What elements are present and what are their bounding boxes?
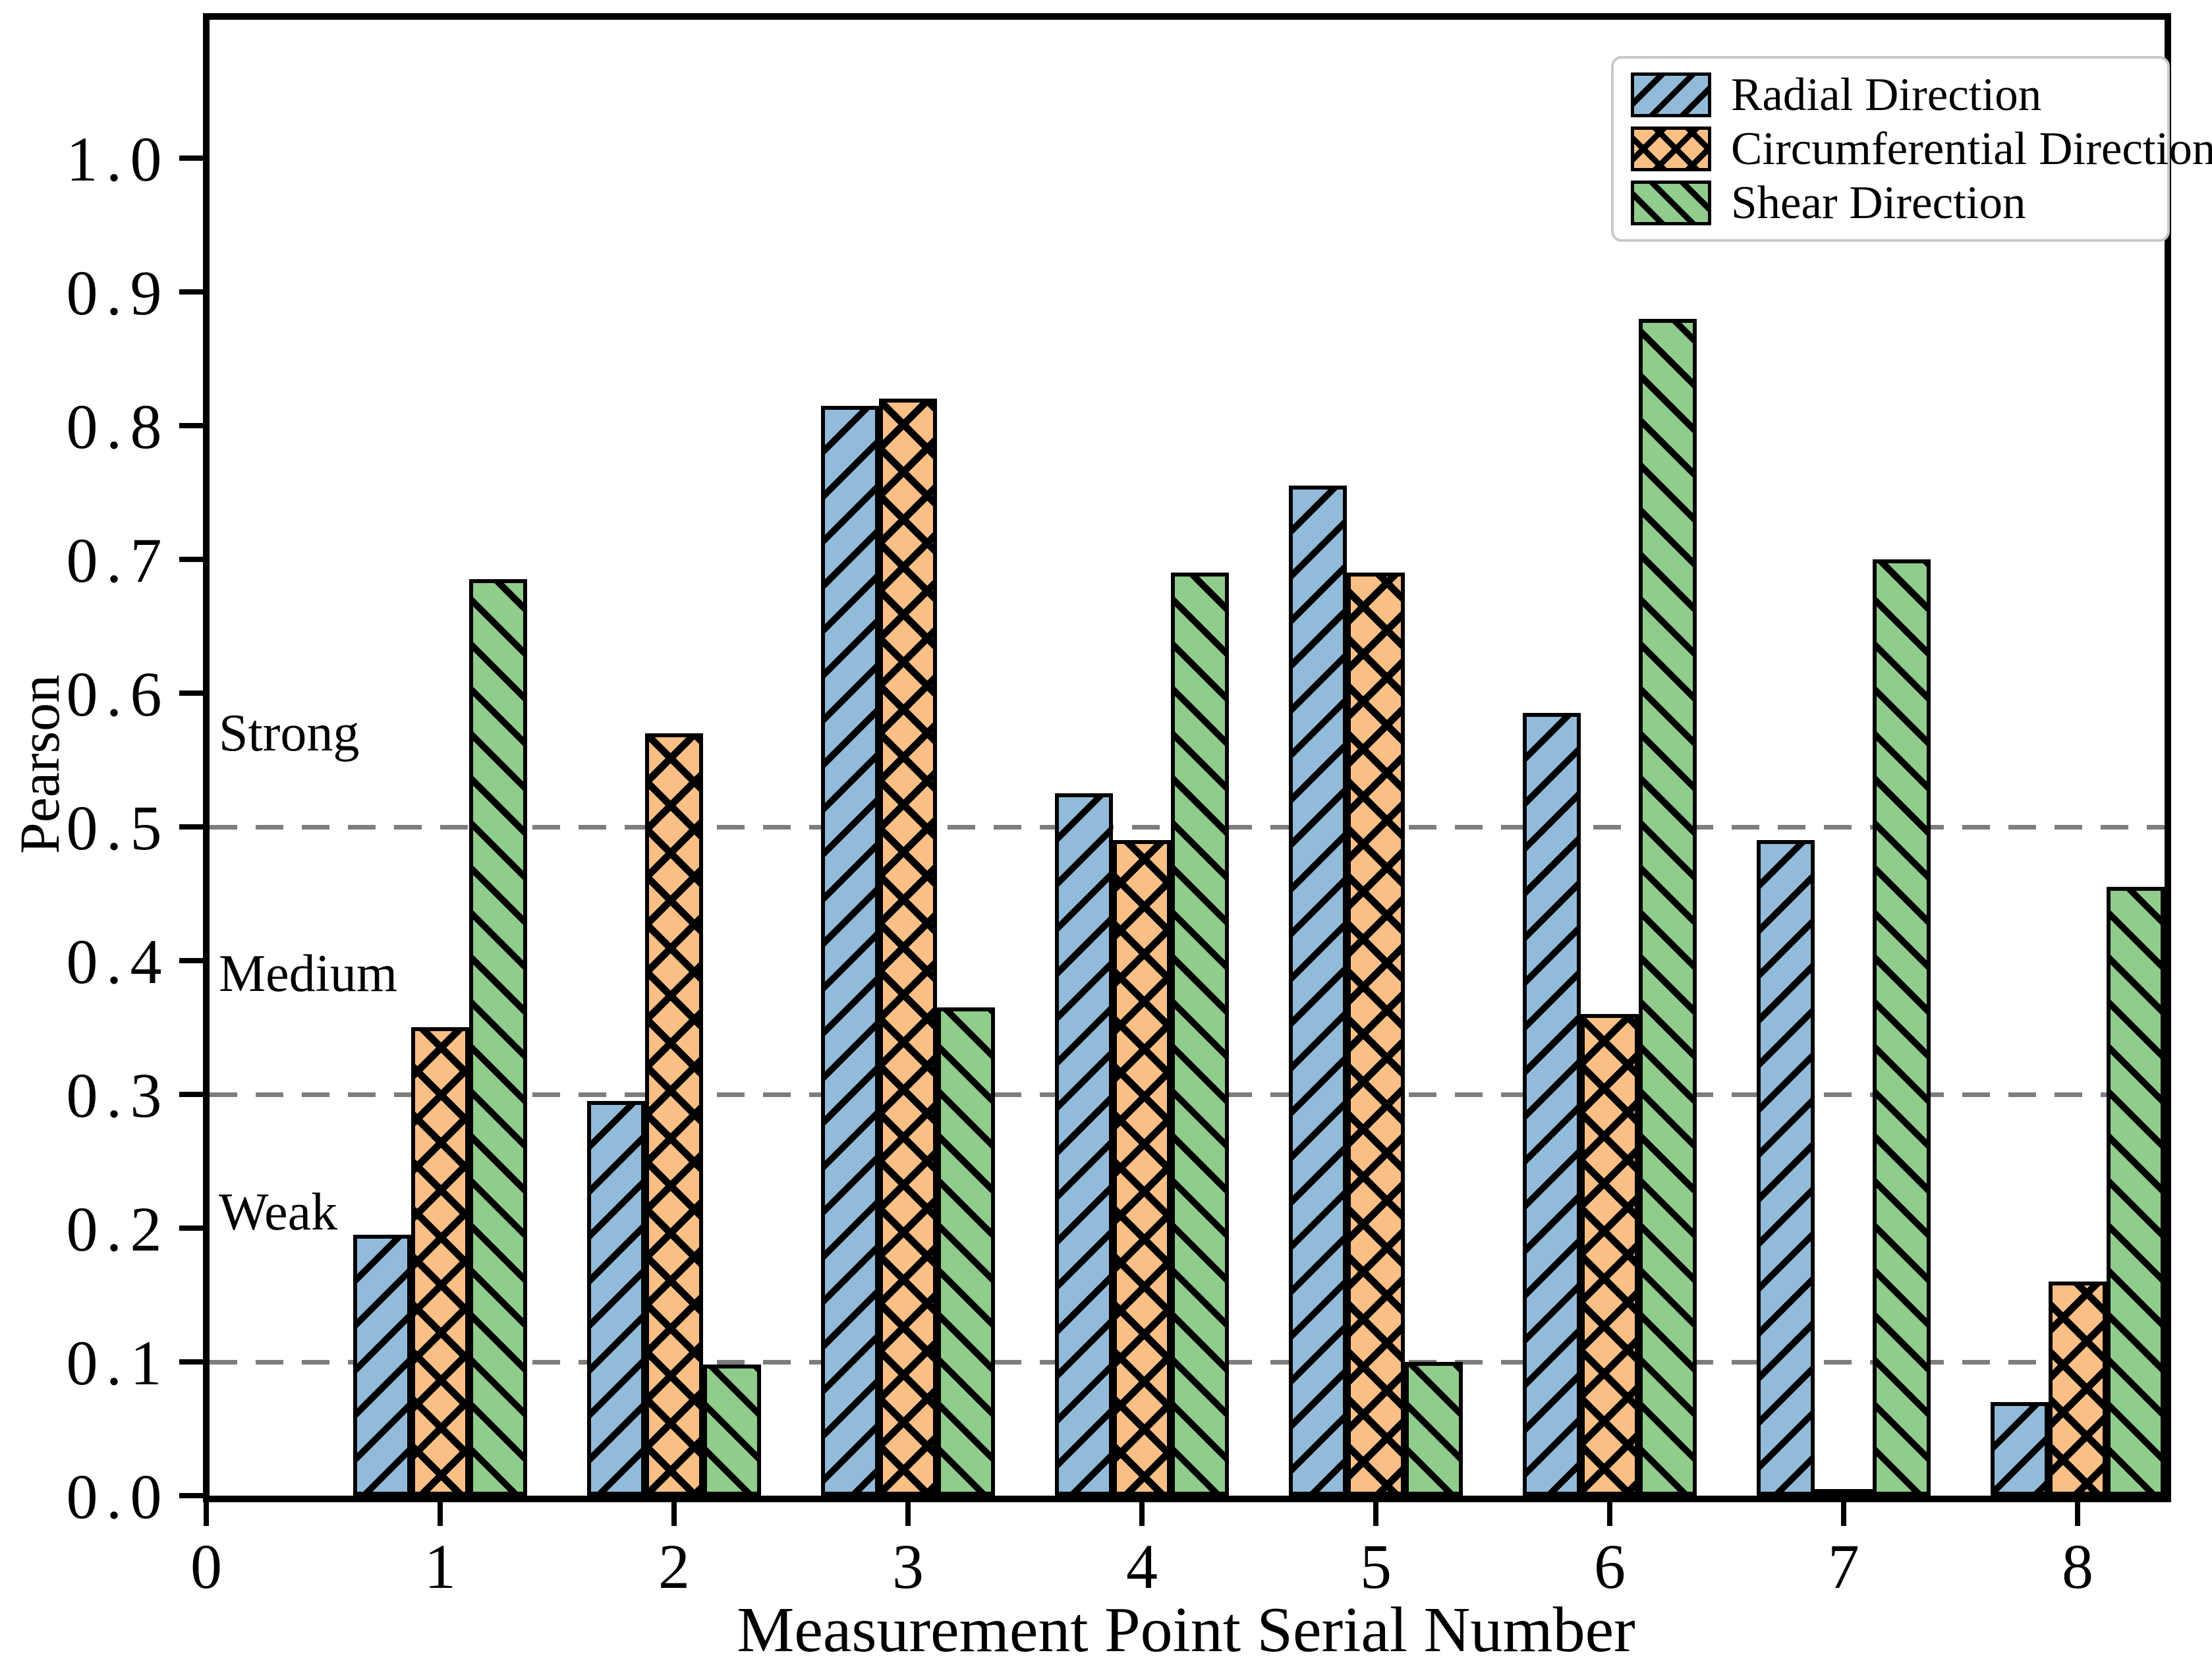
legend-item-radial-direction: Radial Direction [1631,69,2150,121]
bar-circumferential-direction-point-8 [2049,1282,2107,1496]
x-axis-tick [1139,1502,1145,1526]
x-axis-tick [438,1502,443,1526]
legend-item-shear-direction: Shear Direction [1631,177,2150,229]
x-axis-tick [671,1502,677,1526]
x-tick-label: 1 [424,1531,456,1602]
x-tick-label: 4 [1126,1531,1158,1602]
legend-swatch-back-hatch-icon [1631,181,1711,225]
threshold-label: Medium [219,945,398,1003]
y-tick-label: 0.1 [66,1328,170,1398]
y-axis-tick [179,423,203,428]
y-tick-label: 0.6 [66,659,170,729]
x-tick-label: 3 [892,1531,924,1602]
bar-shear-direction-point-4 [1171,573,1229,1496]
bar-radial-direction-point-6 [1523,713,1581,1496]
bar-radial-direction-point-5 [1289,486,1347,1496]
bar-radial-direction-point-7 [1757,840,1815,1496]
legend-item-circumferential-direction: Circumferential Direction [1631,125,2212,173]
x-axis-tick [1607,1502,1612,1526]
legend-label: Radial Direction [1731,69,2042,121]
y-axis-tick [179,691,203,696]
x-tick-label: 5 [1360,1531,1392,1602]
bar-circumferential-direction-point-1 [411,1027,469,1496]
bar-shear-direction-point-8 [2107,887,2165,1496]
y-axis-tick [179,289,203,295]
y-tick-label: 0.5 [66,793,170,863]
x-axis-tick [204,1502,209,1526]
bar-radial-direction-point-2 [587,1101,645,1496]
bar-radial-direction-point-1 [353,1235,411,1496]
legend-swatch-x-hatch-icon [1631,127,1711,171]
bar-shear-direction-point-3 [937,1007,995,1496]
bar-shear-direction-point-1 [469,579,527,1496]
x-axis-tick [1373,1502,1378,1526]
bar-circumferential-direction-point-2 [645,733,703,1496]
legend-label: Shear Direction [1731,177,2026,229]
bar-circumferential-direction-point-4 [1113,840,1171,1496]
x-tick-label: 2 [658,1531,690,1602]
x-tick-label: 8 [2062,1531,2093,1602]
y-tick-label: 0.2 [66,1194,170,1264]
threshold-label: Weak [219,1183,338,1241]
bar-circumferential-direction-point-6 [1581,1014,1639,1496]
legend-swatch-/-hatch-icon [1631,72,1711,117]
threshold-label: Strong [219,704,360,762]
bar-shear-direction-point-7 [1873,559,1931,1496]
y-axis-tick [179,824,203,830]
bar-circumferential-direction-point-7 [1815,1489,1873,1497]
y-axis-tick [179,155,203,161]
y-tick-label: 0.0 [66,1461,170,1532]
y-tick-label: 0.4 [66,926,170,997]
y-axis-label: Pearson [8,674,71,855]
x-tick-label: 6 [1594,1531,1626,1602]
y-axis-tick [179,1359,203,1365]
y-axis-tick [179,1226,203,1231]
x-axis-tick [1841,1502,1846,1526]
y-tick-label: 0.8 [66,391,170,462]
bar-radial-direction-point-4 [1055,793,1113,1496]
x-axis-tick [2075,1502,2080,1526]
legend-label: Circumferential Direction [1731,123,2212,175]
bar-circumferential-direction-point-5 [1347,573,1405,1496]
bar-radial-direction-point-3 [821,406,879,1496]
x-axis-tick [905,1502,911,1526]
y-axis-tick [179,557,203,562]
y-tick-label: 0.7 [66,525,170,596]
x-tick-label: 0 [190,1531,222,1602]
bar-shear-direction-point-2 [703,1365,761,1496]
bar-circumferential-direction-point-3 [879,399,937,1496]
y-axis-tick [179,958,203,963]
legend: Radial Direction Circumferential Directio… [1611,56,2212,242]
bar-radial-direction-point-8 [1991,1402,2049,1496]
y-tick-label: 1.0 [66,124,170,194]
bar-shear-direction-point-6 [1639,319,1697,1496]
y-tick-label: 0.9 [66,258,170,328]
x-tick-label: 7 [1828,1531,1859,1602]
y-tick-label: 0.3 [66,1060,170,1131]
y-axis-tick [179,1493,203,1498]
y-axis-tick [179,1092,203,1097]
x-axis-label: Measurement Point Serial Number [737,1594,1635,1663]
bar-shear-direction-point-5 [1405,1362,1463,1496]
